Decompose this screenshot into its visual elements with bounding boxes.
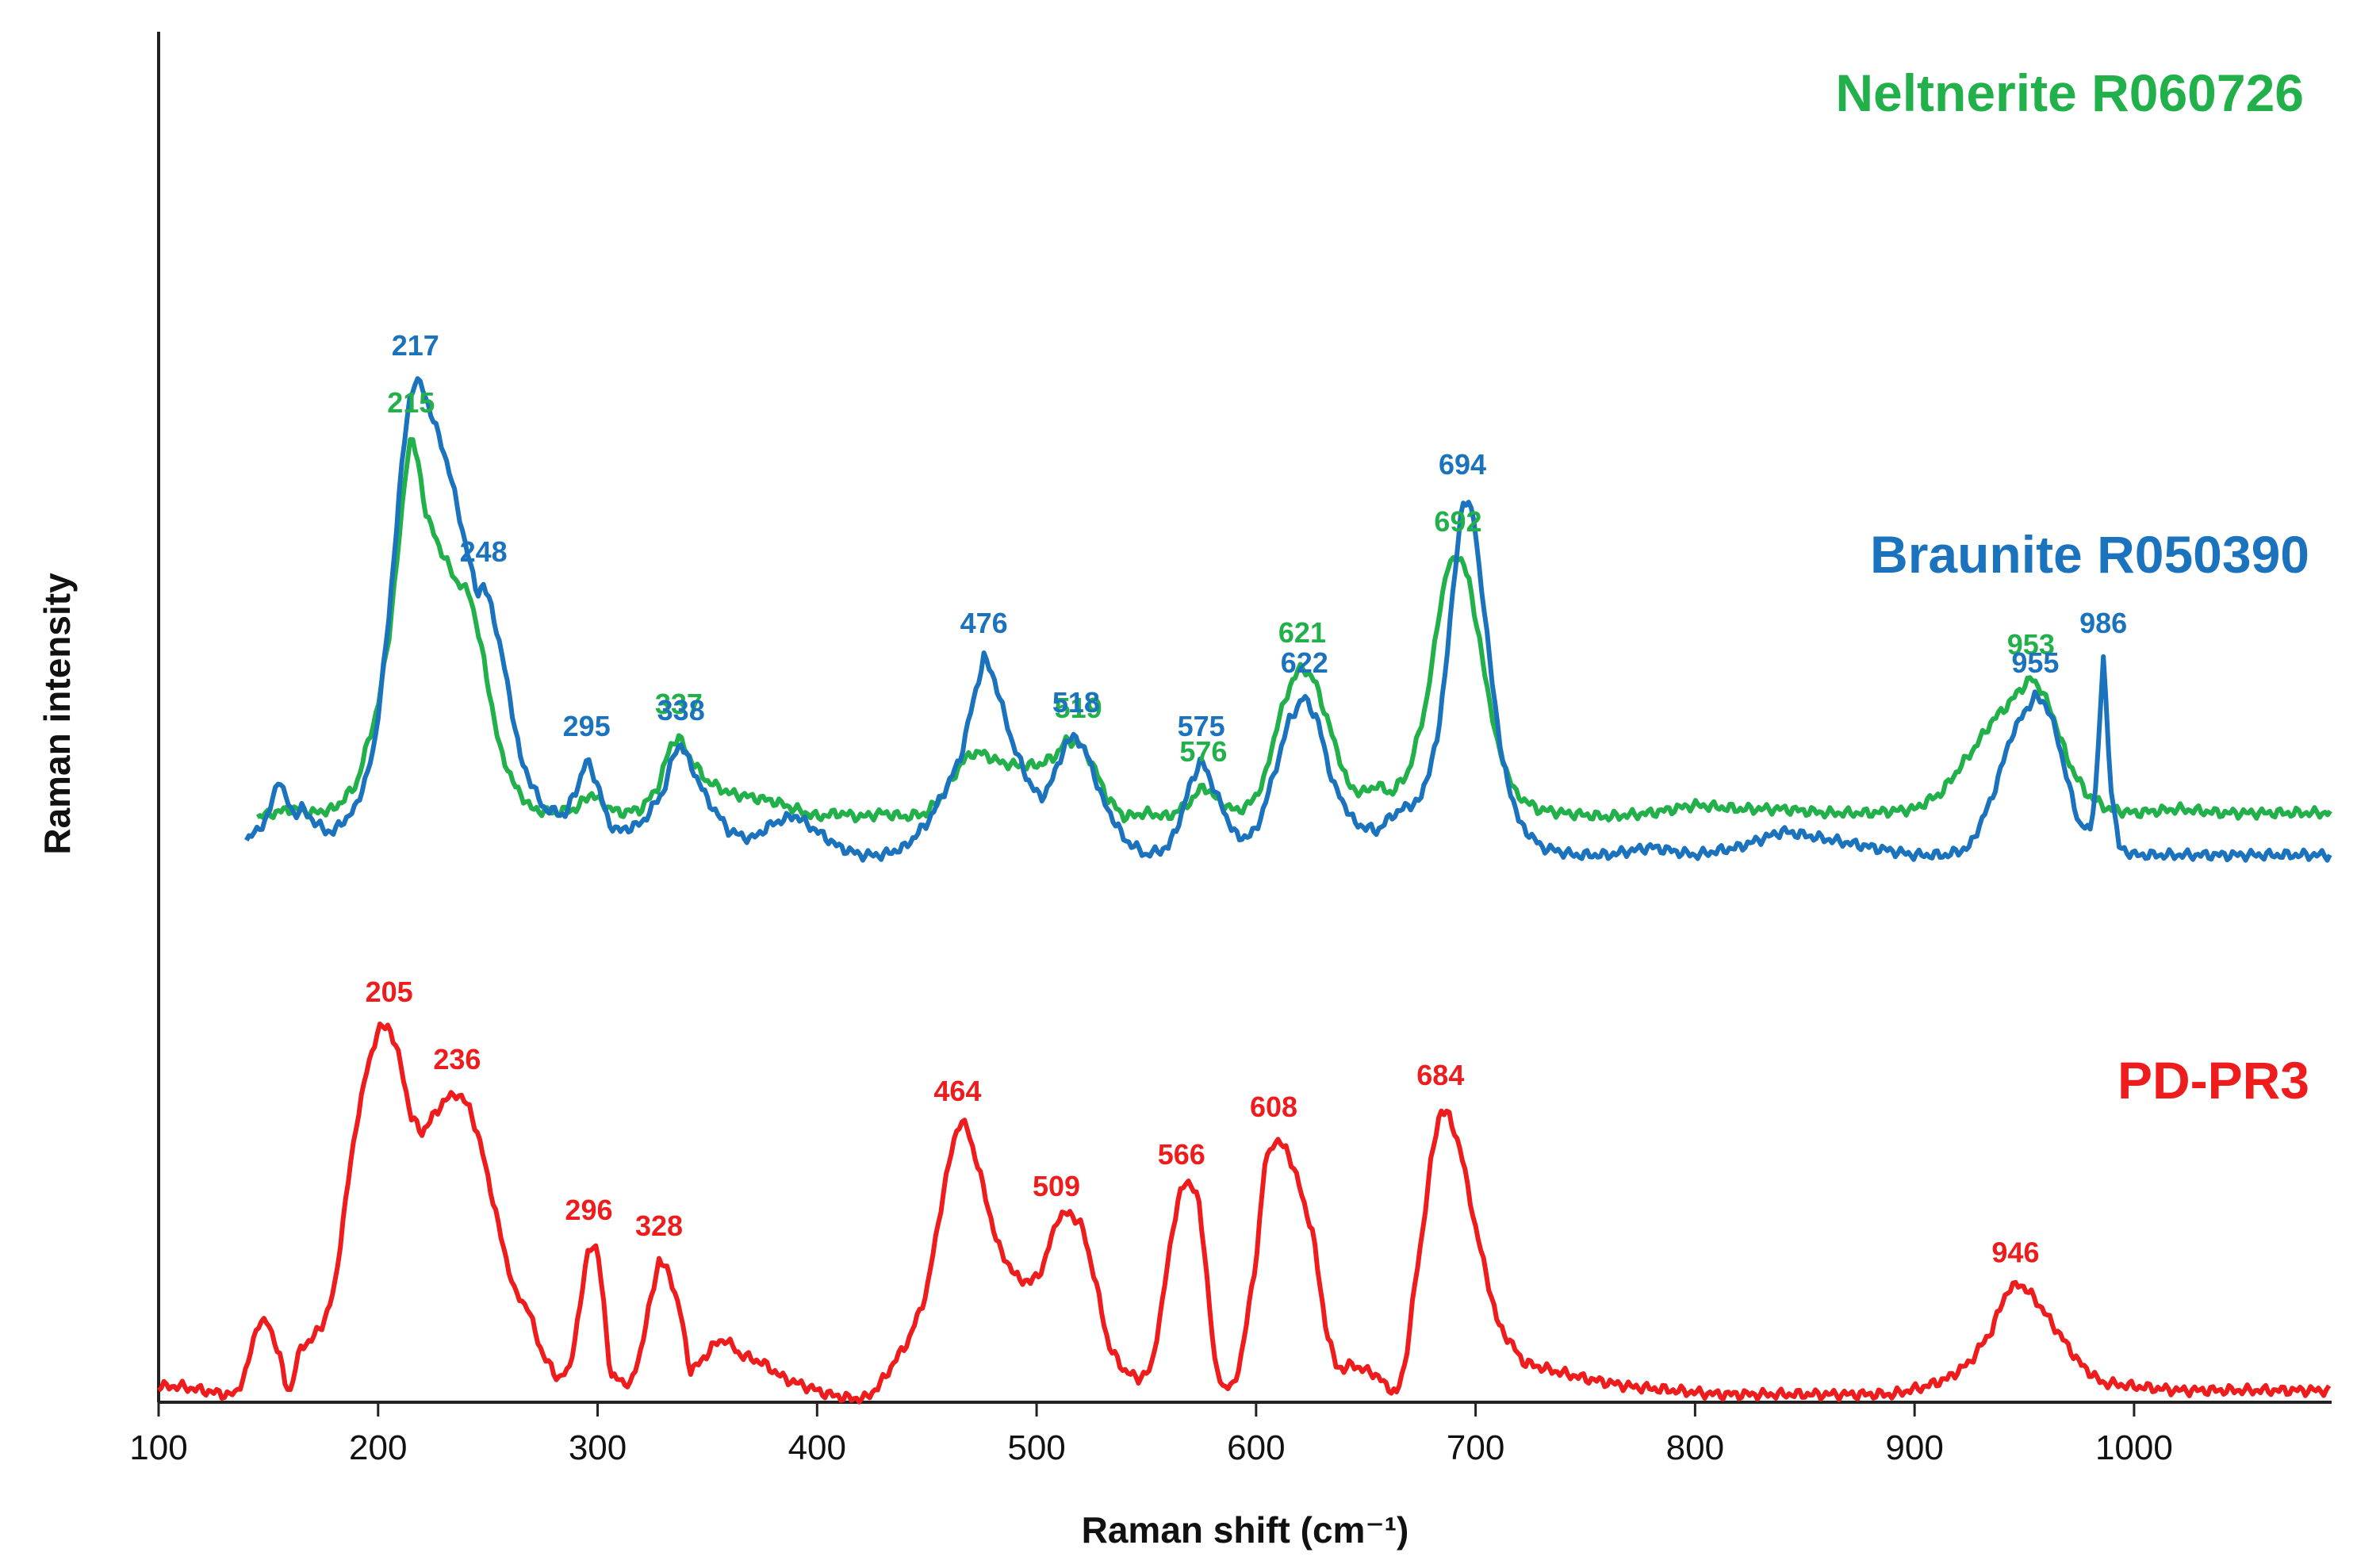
labels-layer: Neltnerite R060726 215 337 519 576 621 692 953 B… (366, 63, 2309, 1268)
peak-label-pd-pr3-509: 509 (1033, 1170, 1080, 1202)
x-tick-label-800: 800 (1666, 1428, 1724, 1467)
peak-label-braunite-r050390-622: 622 (1281, 646, 1328, 679)
peak-label-braunite-r050390-694: 694 (1439, 448, 1486, 481)
series-line-pd-pr3 (157, 1022, 2332, 1405)
series-label-neltnerite-r060726: Neltnerite R060726 (1835, 63, 2304, 122)
x-axis-title: Raman shift (cm⁻¹) (1082, 1509, 1409, 1551)
peak-label-pd-pr3-296: 296 (565, 1194, 612, 1226)
peak-label-neltnerite-r060726-692: 692 (1434, 505, 1481, 538)
peak-label-neltnerite-r060726-576: 576 (1179, 735, 1227, 768)
series-label-braunite-r050390: Braunite R050390 (1870, 525, 2309, 584)
peak-label-pd-pr3-946: 946 (1991, 1236, 2039, 1268)
peak-label-pd-pr3-205: 205 (366, 976, 413, 1008)
peak-label-braunite-r050390-518: 518 (1052, 686, 1100, 719)
peak-label-braunite-r050390-955: 955 (2011, 646, 2059, 679)
x-tick-label-100: 100 (129, 1428, 187, 1467)
x-tick-label-1000: 1000 (2095, 1428, 2173, 1467)
peak-label-neltnerite-r060726-337: 337 (655, 688, 703, 720)
peak-label-braunite-r050390-338: 338 (657, 694, 705, 726)
peak-label-neltnerite-r060726-215: 215 (387, 386, 435, 419)
peak-label-neltnerite-r060726-519: 519 (1055, 692, 1102, 724)
series-label-pd-pr3: PD-PR3 (2117, 1051, 2309, 1110)
peak-label-neltnerite-r060726-621: 621 (1278, 616, 1326, 649)
peak-label-pd-pr3-684: 684 (1416, 1059, 1464, 1091)
peak-label-braunite-r050390-248: 248 (460, 535, 508, 568)
series-layer (157, 376, 2332, 1405)
peak-label-pd-pr3-328: 328 (635, 1210, 683, 1242)
x-tick-label-500: 500 (1007, 1428, 1065, 1467)
x-tick-label-700: 700 (1447, 1428, 1504, 1467)
peak-label-pd-pr3-608: 608 (1250, 1091, 1297, 1123)
peak-label-braunite-r050390-986: 986 (2079, 607, 2127, 639)
peak-label-braunite-r050390-217: 217 (392, 329, 439, 362)
x-ticks: 100 200 300 400 500 600 700 800 900 1000 (129, 1402, 2173, 1467)
peak-label-pd-pr3-566: 566 (1158, 1138, 1205, 1171)
peak-label-pd-pr3-464: 464 (933, 1075, 981, 1107)
peak-label-braunite-r050390-476: 476 (960, 607, 1008, 639)
x-tick-label-400: 400 (788, 1428, 846, 1467)
peak-label-braunite-r050390-295: 295 (563, 710, 611, 742)
x-tick-label-200: 200 (349, 1428, 407, 1467)
peak-label-pd-pr3-236: 236 (433, 1043, 481, 1075)
x-tick-label-300: 300 (569, 1428, 627, 1467)
peak-label-braunite-r050390-575: 575 (1178, 710, 1225, 742)
series-line-braunite-r050390 (244, 376, 2332, 863)
peak-label-neltnerite-r060726-953: 953 (2007, 628, 2055, 661)
axes (157, 32, 2332, 1404)
x-tick-label-600: 600 (1227, 1428, 1285, 1467)
x-tick-label-900: 900 (1885, 1428, 1943, 1467)
y-axis-title: Raman intensity (36, 573, 78, 855)
